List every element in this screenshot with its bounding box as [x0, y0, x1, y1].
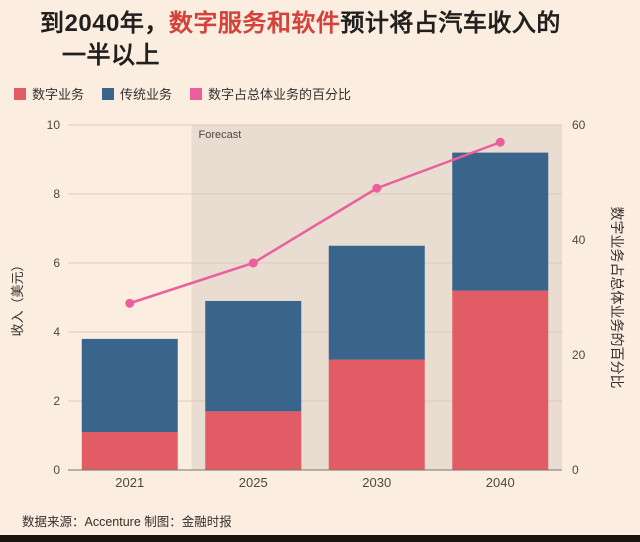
legend-label: 数字占总体业务的百分比 [208, 87, 352, 102]
left-axis-tick-label: 6 [53, 256, 60, 270]
left-axis-tick-label: 8 [53, 187, 60, 201]
digital-share-point-2025 [248, 258, 258, 268]
digital-share-point-2040 [495, 137, 505, 147]
digital-share-point-2021 [125, 298, 135, 308]
bar-segment-traditional-2025 [205, 300, 302, 412]
forecast-label: Forecast [199, 129, 242, 141]
digital-share-point-2030 [372, 183, 382, 193]
title-highlight: 数字服务和软件 [168, 10, 341, 37]
right-axis-tick-label: 20 [572, 348, 586, 362]
right-axis-tick-label: 40 [572, 233, 586, 247]
x-axis-tick-label: 2030 [362, 475, 391, 490]
right-axis-title: 数字业务占总体业务的百分比 [609, 207, 625, 389]
bar-segment-traditional-2030 [328, 245, 425, 360]
bar-segment-digital-2030 [328, 359, 425, 470]
legend-swatch [102, 87, 115, 100]
x-axis-tick-label: 2025 [239, 475, 268, 490]
legend-item-2: 数字占总体业务的百分比 [190, 84, 351, 103]
bottom-border [0, 535, 640, 542]
legend-item-0: 数字业务 [14, 84, 84, 103]
source-credit: 数据来源：Accenture 制图：金融时报 [22, 515, 232, 529]
left-axis-tick-label: 0 [53, 463, 60, 477]
bar-segment-traditional-2040 [452, 152, 549, 291]
chart-title: 到2040年，数字服务和软件预计将占汽车收入的一半以上 [40, 8, 620, 72]
chart-legend: 数字业务 传统业务 数字占总体业务的百分比 [14, 84, 351, 103]
left-axis-tick-label: 2 [53, 394, 60, 408]
digital-share-line [129, 141, 501, 305]
bar-segment-digital-2025 [205, 411, 302, 470]
bar-segment-digital-2021 [81, 432, 178, 470]
legend-label: 数字业务 [32, 87, 85, 102]
legend-swatch [14, 87, 26, 100]
left-axis-tick-label: 10 [47, 118, 61, 132]
right-axis-tick-label: 0 [572, 463, 579, 477]
left-axis-title: 收入（美元） [10, 258, 25, 336]
title-text-end: 预计将占汽车收入的 [340, 10, 561, 37]
legend-label: 传统业务 [120, 87, 173, 102]
left-axis-tick-label: 4 [53, 325, 60, 339]
bar-segment-traditional-2021 [81, 338, 178, 433]
x-axis-tick-label: 2040 [486, 475, 515, 490]
x-axis-tick-label: 2021 [115, 475, 144, 490]
legend-swatch [190, 87, 203, 100]
title-text-start: 到2040年， [40, 10, 169, 37]
bar-segment-digital-2040 [452, 290, 549, 470]
legend-item-1: 传统业务 [102, 84, 172, 103]
right-axis-tick-label: 60 [572, 118, 586, 132]
title-line2: 一半以上 [62, 42, 160, 69]
